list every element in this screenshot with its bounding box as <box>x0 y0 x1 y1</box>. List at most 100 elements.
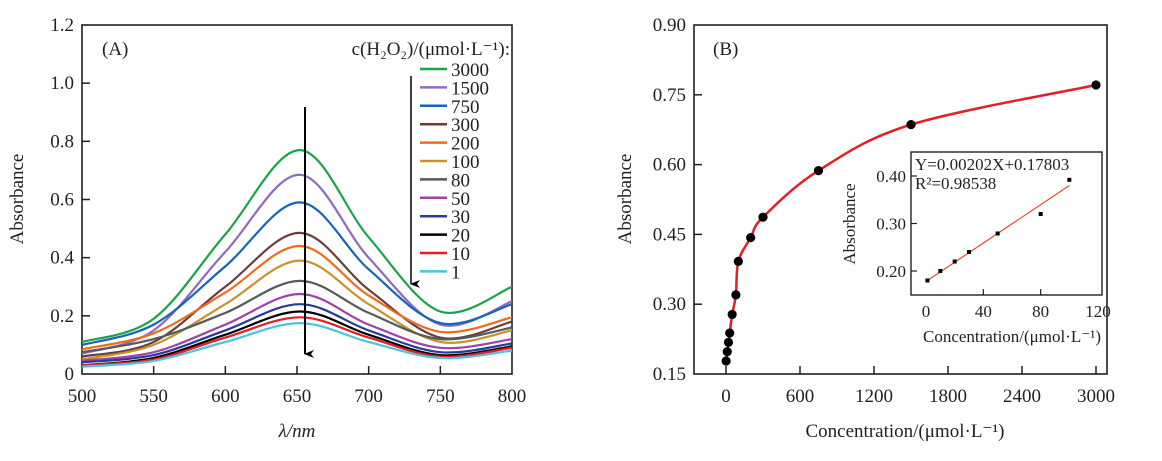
panel-b-y-ticks: 0.15 0.30 0.45 0.60 0.75 0.90 <box>653 15 702 385</box>
legend-label: 1500 <box>451 78 489 99</box>
data-point <box>813 166 824 176</box>
inset-chart: 0 40 80 120 0.20 0.30 0.40 Concentration/(μmo… <box>840 151 1111 346</box>
panel-a-x-axis-title: λ/nm <box>278 421 316 442</box>
y-tick-label: 0.2 <box>50 306 74 327</box>
x-tick-label: 0 <box>721 386 731 407</box>
x-tick-label: 750 <box>426 386 455 407</box>
legend-label: 30 <box>451 207 470 228</box>
inset-x-tick-label: 0 <box>922 302 931 321</box>
panel-b-x-ticks: 0 600 1200 1800 2400 3000 <box>721 366 1115 407</box>
y-tick-label: 0.15 <box>653 364 686 385</box>
x-tick-label: 600 <box>786 386 815 407</box>
data-point <box>733 256 743 266</box>
panel-a-y-ticks: 0 0.2 0.4 0.6 0.8 1.0 1.2 <box>50 15 90 385</box>
y-tick-label: 0.60 <box>653 155 686 176</box>
inset-points <box>925 177 1072 283</box>
panel-b-y-axis-title: Absorbance <box>615 154 636 245</box>
inset-x-tick-label: 120 <box>1085 302 1111 321</box>
inset-r2: R²=0.98538 <box>915 174 996 193</box>
x-tick-label: 1800 <box>929 386 967 407</box>
data-point <box>746 233 756 243</box>
spectrum-curve-80 <box>81 279 513 354</box>
data-point <box>906 119 916 130</box>
spectrum-curve-100 <box>81 259 513 361</box>
y-tick-label: 0 <box>65 364 75 385</box>
inset-data-point <box>938 269 943 273</box>
legend-label: 100 <box>451 152 480 173</box>
panel-b-points <box>721 80 1101 366</box>
x-tick-label: 3000 <box>1077 386 1115 407</box>
data-point <box>725 328 735 338</box>
spectrum-curve-20 <box>81 310 513 367</box>
spectrum-curve-1 <box>81 321 513 368</box>
y-tick-label: 0.45 <box>653 224 686 245</box>
inset-data-point <box>952 259 957 264</box>
x-tick-label: 500 <box>68 386 97 407</box>
spectrum-curve-1500 <box>81 173 513 355</box>
y-tick-label: 1.0 <box>50 73 74 94</box>
y-tick-label: 0.8 <box>50 131 74 152</box>
y-tick-label: 0.30 <box>653 294 686 315</box>
data-point <box>731 290 741 300</box>
inset-y-tick-label: 0.40 <box>876 167 906 186</box>
legend-label: 80 <box>451 170 470 191</box>
legend-label: 50 <box>451 189 470 210</box>
inset-data-point <box>967 250 971 254</box>
panel-a: (A) 500 550 600 650 700 750 800 0 0.2 0.4 0.6 0.8 1… <box>7 15 526 442</box>
inset-equation: Y=0.00202X+0.17803 <box>915 155 1069 174</box>
y-tick-label: 0.75 <box>653 85 686 106</box>
spectrum-curve-50 <box>81 292 513 362</box>
panel-b: (B) 0 600 1200 1800 2400 3000 0.150.300.450.6… <box>615 15 1115 442</box>
data-point <box>1091 80 1101 90</box>
legend-label: 20 <box>451 226 470 247</box>
legend-label: 300 <box>451 115 480 136</box>
inset-x-tick-label: 40 <box>975 302 992 321</box>
panel-a-curves <box>81 148 513 368</box>
inset-y-tick-label: 0.20 <box>876 262 906 281</box>
legend-label: 200 <box>451 134 480 155</box>
legend-label: 3000 <box>451 60 489 81</box>
inset-data-point <box>995 231 1000 236</box>
spectrum-curve-200 <box>81 244 513 351</box>
data-point <box>727 309 737 320</box>
panel-b-x-axis-title: Concentration/(μmol·L⁻¹) <box>806 421 1005 442</box>
spectrum-curve-750 <box>81 201 513 346</box>
panel-a-label: (A) <box>102 39 128 60</box>
data-point <box>723 337 734 347</box>
x-tick-label: 2400 <box>1003 386 1041 407</box>
spectrum-curve-10 <box>81 316 513 367</box>
y-tick-label: 0.4 <box>50 248 74 269</box>
spectrum-curve-3000 <box>81 148 513 344</box>
inset-x-axis-title: Concentration/(μmol·L⁻¹) <box>923 327 1101 346</box>
data-point <box>722 347 732 357</box>
x-tick-label: 600 <box>211 386 240 407</box>
x-tick-label: 800 <box>498 386 527 407</box>
y-tick-label: 1.2 <box>50 15 74 36</box>
x-tick-label: 700 <box>354 386 383 407</box>
data-point <box>721 356 731 366</box>
panel-b-frame <box>693 24 1108 375</box>
panel-a-frame <box>81 24 513 375</box>
data-point <box>758 212 768 222</box>
y-tick-label: 0.90 <box>653 15 686 36</box>
panel-a-x-ticks: 500 550 600 650 700 750 800 <box>68 366 527 407</box>
inset-y-axis-title: Absorbance <box>840 183 859 264</box>
panel-b-label: (B) <box>713 39 738 60</box>
inset-x-ticks: 0 40 80 120 <box>922 289 1111 321</box>
legend-label: 750 <box>451 97 480 118</box>
x-tick-label: 650 <box>283 386 312 407</box>
panel-a-y-axis-title: Absorbance <box>7 154 28 245</box>
inset-data-point <box>925 278 930 283</box>
legend-label: 10 <box>451 244 470 265</box>
spectrum-curve-300 <box>81 231 513 358</box>
inset-x-tick-label: 80 <box>1032 302 1049 321</box>
inset-data-point <box>1038 212 1043 216</box>
legend-title: c(H₂O₂)/(μmol·L⁻¹): <box>352 39 510 60</box>
inset-y-tick-label: 0.30 <box>876 215 906 234</box>
x-tick-label: 550 <box>139 386 168 407</box>
legend-label: 1 <box>451 262 461 283</box>
x-tick-label: 1200 <box>855 386 893 407</box>
inset-data-point <box>1067 177 1072 182</box>
